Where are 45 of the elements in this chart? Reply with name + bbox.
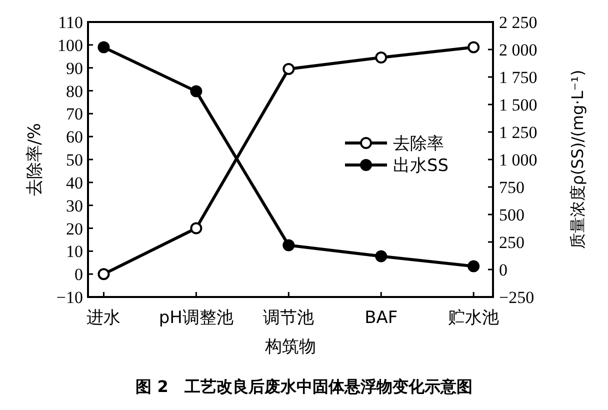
x-tick-label: BAF: [364, 308, 398, 328]
y2-tick-label: 1 250: [499, 123, 538, 142]
y-tick-label: 0: [74, 265, 83, 284]
point: [282, 62, 295, 75]
x-tick-label: 调节池: [263, 308, 314, 328]
point: [190, 222, 202, 234]
x-tick-label: 贮水池: [448, 308, 500, 328]
y2-tick-label: −250: [499, 288, 534, 307]
y-tick-label: 110: [58, 13, 83, 32]
y-tick-label: 10: [66, 242, 83, 262]
y-tick-label: 20: [66, 219, 83, 238]
y-tick-label: 90: [66, 58, 83, 78]
legend-label: 出水SS: [393, 156, 449, 176]
x-tick-label: pH调整池: [158, 308, 234, 328]
y-tick-label: 50: [66, 150, 83, 170]
legend-label: 去除率: [393, 134, 444, 154]
y2-tick-label: 2 000: [499, 40, 538, 60]
y-tick-label: 40: [66, 173, 83, 192]
point: [98, 41, 110, 54]
y2-tick-label: 1 000: [499, 150, 538, 170]
point: [375, 52, 388, 64]
point: [375, 250, 388, 262]
y2-tick-label: 1 500: [499, 96, 538, 114]
y2-axis-title: 质量浓度ρ(SS)/(mg·L⁻¹): [568, 70, 587, 250]
text: 图 2 工艺改良后废水中固体悬浮物变化示意图: [136, 377, 472, 396]
point: [98, 268, 110, 280]
y-axis-title: 去除率/%: [25, 123, 45, 196]
point: [468, 41, 480, 54]
y2-tick-label: 250: [499, 233, 524, 252]
y-tick-label: 100: [58, 36, 83, 55]
y-tick-label: −10: [56, 288, 83, 307]
y2-tick-label: 2 250: [499, 13, 538, 32]
point: [468, 260, 480, 272]
y-tick-label: 80: [66, 82, 83, 101]
y-tick-label: 60: [66, 128, 83, 147]
y-tick-label: 30: [66, 196, 83, 216]
x-axis-title: 构筑物: [264, 337, 316, 357]
point: [190, 85, 202, 98]
x-tick-label: 进水: [86, 308, 121, 328]
y2-tick-label: 750: [499, 178, 524, 197]
y2-tick-label: 1 750: [499, 68, 538, 87]
point: [282, 239, 295, 252]
y2-tick-label: 500: [499, 206, 524, 224]
y-tick-label: 70: [66, 104, 83, 124]
y2-tick-label: 0: [499, 260, 508, 280]
